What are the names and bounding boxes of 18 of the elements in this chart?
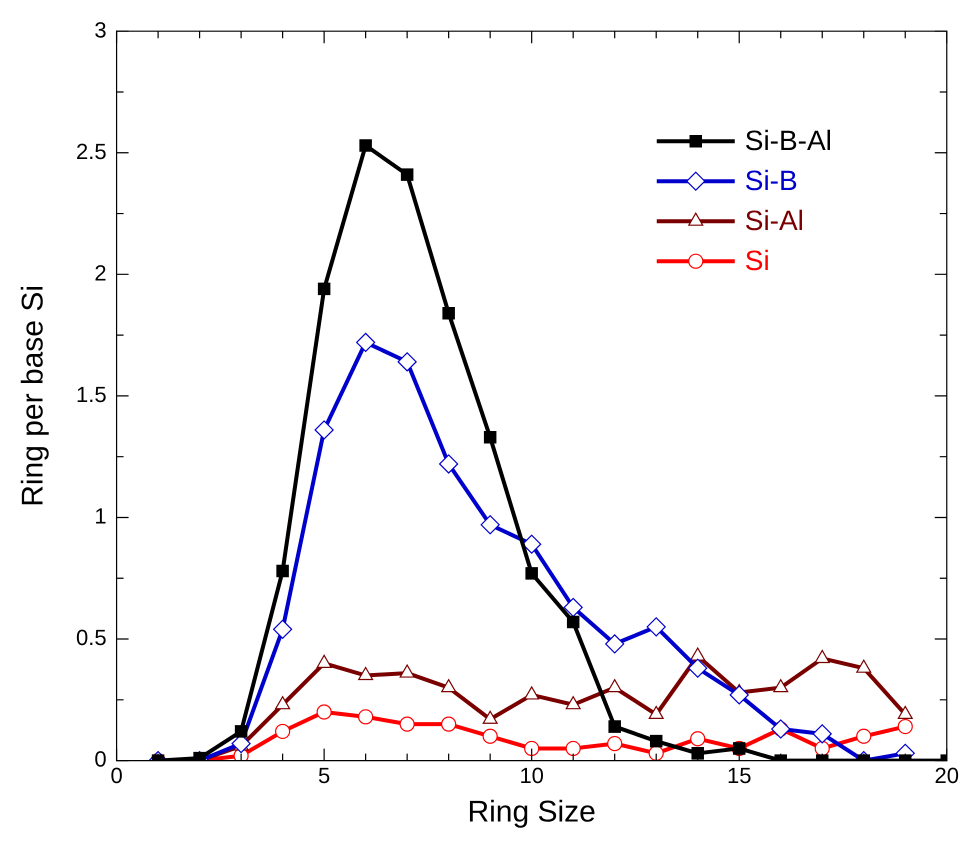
- y-tick-label: 2: [94, 260, 107, 286]
- y-tick-label: 0.5: [76, 625, 107, 650]
- x-tick-label: 10: [519, 762, 544, 788]
- y-tick-label: 2.5: [76, 138, 107, 164]
- y-tick-label: 1: [94, 504, 107, 529]
- y-tick-label: 1.5: [76, 382, 107, 407]
- legend-label: Si-B-Al: [744, 124, 832, 156]
- legend-label: Si-B: [744, 164, 798, 196]
- x-tick-label: 15: [726, 762, 752, 788]
- y-axis-title: Ring per base Si: [16, 285, 50, 507]
- y-tick-label: 3: [94, 17, 107, 42]
- x-axis-title: Ring Size: [467, 795, 596, 828]
- legend-label: Si: [744, 244, 770, 276]
- x-tick-label: 20: [934, 762, 960, 788]
- y-tick-label: 0: [94, 746, 107, 772]
- x-tick-label: 5: [318, 762, 330, 788]
- x-tick-label: 0: [110, 762, 123, 788]
- legend-label: Si-Al: [744, 204, 804, 236]
